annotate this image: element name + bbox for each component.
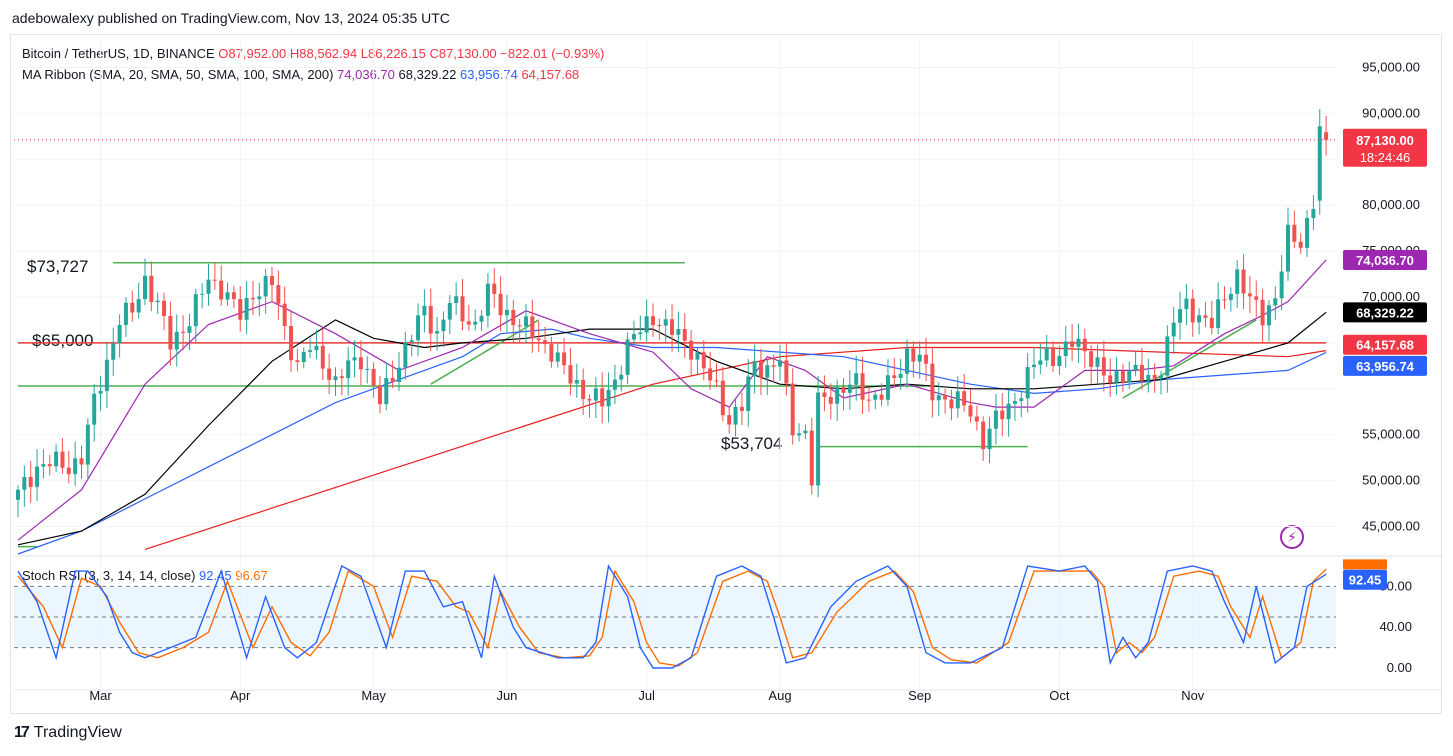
annotation-65000: $65,000	[32, 331, 94, 350]
ma-ribbon-label[interactable]: MA Ribbon (SMA, 20, SMA, 50, SMA, 100, S…	[22, 67, 334, 82]
publisher-credit: adebowalexy published on TradingView.com…	[12, 10, 450, 26]
stoch-k-value: 92.45	[199, 568, 232, 583]
symbol-legend: Bitcoin / TetherUS, 1D, BINANCE O87,952.…	[22, 46, 604, 61]
footer-brand-text: TradingView	[33, 724, 122, 741]
footer-brand: 17 TradingView	[14, 724, 122, 742]
chart-frame[interactable]	[10, 34, 1442, 714]
ma50-value: 68,329.22	[398, 67, 457, 82]
flash-icon[interactable]: ⚡	[1280, 525, 1304, 549]
stoch-d-value: 96.67	[235, 568, 268, 583]
open-value: O87,952.00	[218, 46, 287, 61]
high-value: H88,562.94	[289, 46, 358, 61]
ma100-value: 63,956.74	[459, 67, 518, 82]
annotation-53704: $53,704	[721, 434, 783, 453]
ma200-value: 64,157.68	[521, 67, 580, 82]
stoch-legend: Stoch RSI (3, 3, 14, 14, close) 92.45 96…	[22, 568, 268, 583]
ma20-value: 74,036.70	[337, 67, 395, 82]
low-value: L86,226.15	[360, 46, 426, 61]
annotation-73727: $73,727	[27, 257, 89, 276]
tradingview-logo-icon: 17	[14, 724, 30, 741]
close-value: C87,130.00	[429, 46, 497, 61]
symbol-label[interactable]: Bitcoin / TetherUS, 1D, BINANCE	[22, 46, 215, 61]
ma-ribbon-legend: MA Ribbon (SMA, 20, SMA, 50, SMA, 100, S…	[22, 67, 579, 82]
change-value: −822.01 (−0.93%)	[500, 46, 605, 61]
stoch-label[interactable]: Stoch RSI (3, 3, 14, 14, close)	[22, 568, 196, 583]
